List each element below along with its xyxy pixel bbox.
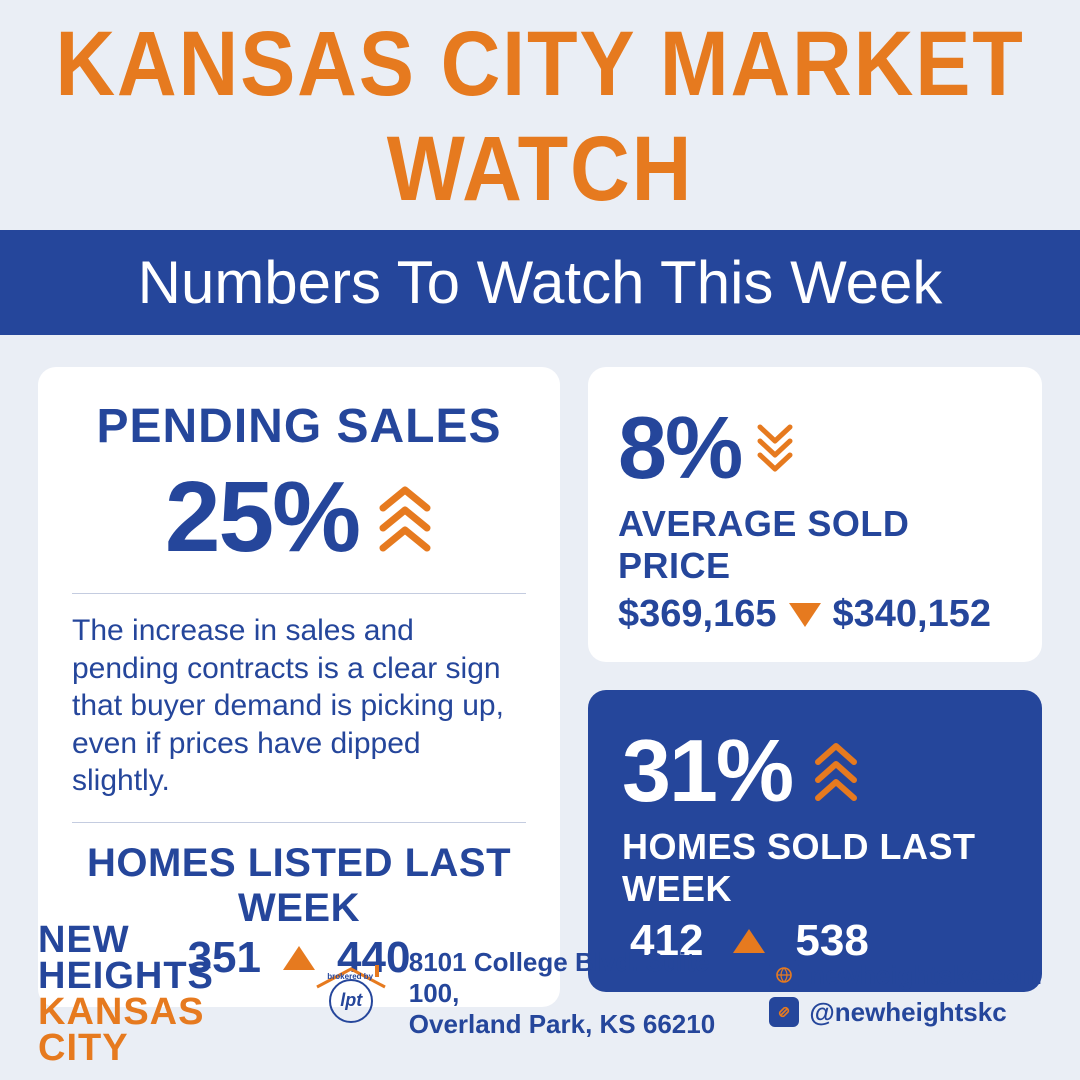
link-icon <box>769 997 799 1027</box>
chevron-down-icon <box>755 427 795 469</box>
avg-price-to: $340,152 <box>833 593 992 636</box>
avg-price-pct: 8% <box>618 397 741 499</box>
logo-line2: KANSAS CITY <box>38 994 301 1066</box>
divider <box>72 822 526 823</box>
footer: NEW HEIGHTS KANSAS CITY brokered by lpt … <box>0 922 1080 1066</box>
avg-price-label: AVERAGE SOLD PRICE <box>618 503 1012 587</box>
chevron-up-icon <box>812 744 860 798</box>
avg-price-from: $369,165 <box>618 593 777 636</box>
social-text: @newheightskc <box>809 997 1006 1028</box>
divider <box>72 593 526 594</box>
sold-pct: 31% <box>622 720 792 822</box>
chevron-up-icon <box>377 488 433 548</box>
lpt-circle-icon: lpt <box>329 979 373 1023</box>
main-title: KANSAS CITY MARKET WATCH <box>54 0 1026 230</box>
brand-logo: NEW HEIGHTS KANSAS CITY brokered by lpt <box>38 922 387 1066</box>
address: 8101 College Blvd. Suite 100, Overland P… <box>409 947 748 1041</box>
subtitle-bar: Numbers To Watch This Week <box>0 230 1080 335</box>
pending-pct: 25% <box>165 460 359 575</box>
address-line1: 8101 College Blvd. Suite 100, <box>409 947 748 1009</box>
listed-title: HOMES LISTED LAST WEEK <box>72 841 526 931</box>
address-line2: Overland Park, KS 66210 <box>409 1009 748 1040</box>
pending-body-text: The increase in sales and pending contra… <box>72 612 526 800</box>
website-text: newheightskc.com <box>809 960 1042 991</box>
logo-line1: NEW HEIGHTS <box>38 922 301 994</box>
social-link[interactable]: @newheightskc <box>769 997 1042 1028</box>
pending-sales-card: PENDING SALES 25% The increase in sales … <box>38 367 560 1007</box>
triangle-down-icon <box>789 603 821 627</box>
avg-price-card: 8% AVERAGE SOLD PRICE $369,165 $340,152 <box>588 367 1042 662</box>
lpt-badge-icon: brokered by lpt <box>311 965 386 1023</box>
pending-title: PENDING SALES <box>72 399 526 454</box>
sold-label: HOMES SOLD LAST WEEK <box>622 826 1008 910</box>
website-link[interactable]: newheightskc.com <box>769 960 1042 991</box>
globe-icon <box>769 960 799 990</box>
